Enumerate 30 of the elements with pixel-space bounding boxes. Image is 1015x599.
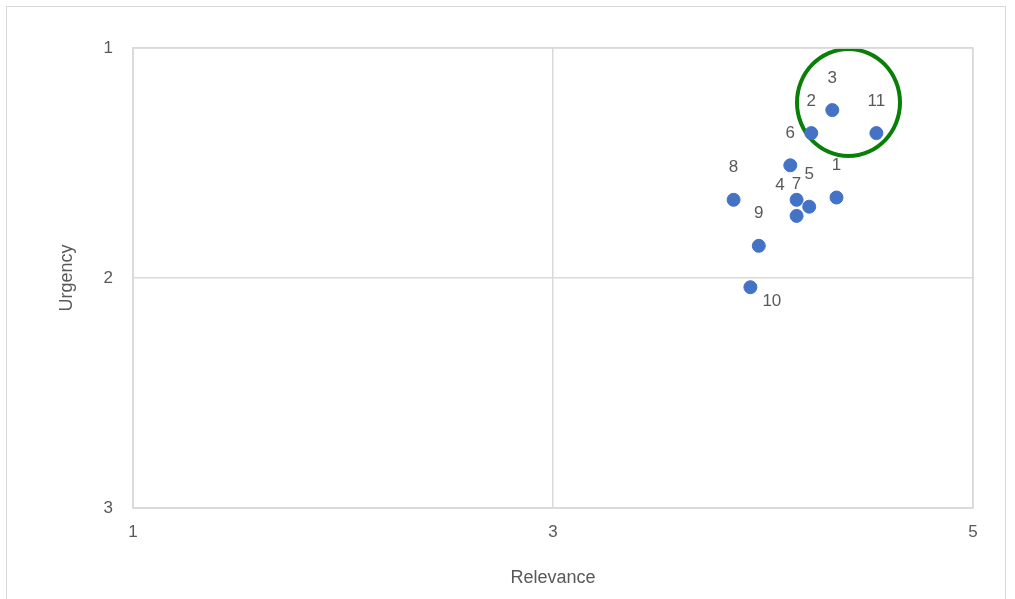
- point: [869, 126, 884, 141]
- annotation: 1: [831, 155, 842, 175]
- annotation: 7: [791, 173, 802, 193]
- annotation: 6: [785, 122, 796, 142]
- x-tick-label: 1: [128, 521, 138, 541]
- x-tick-label: 3: [548, 521, 558, 541]
- x-axis-title: Relevance: [510, 567, 596, 588]
- y-tick-label: 1: [103, 37, 113, 57]
- annotation: 10: [762, 290, 782, 310]
- annotation: 4: [775, 175, 785, 195]
- point: [743, 280, 758, 295]
- x-tick-label: 5: [968, 521, 978, 541]
- annotation: 2: [806, 90, 817, 110]
- point: [802, 199, 817, 214]
- annotation: 11: [867, 90, 886, 110]
- y-axis-title: Urgency: [55, 244, 76, 312]
- annotation: 3: [827, 67, 838, 87]
- point: [825, 103, 840, 118]
- y-tick-label: 3: [103, 497, 113, 517]
- point: [726, 192, 741, 207]
- point: [804, 126, 819, 141]
- point: [829, 190, 844, 205]
- point: [751, 238, 766, 253]
- annotation: 9: [754, 203, 764, 223]
- y-tick-label: 2: [103, 267, 113, 287]
- point: [789, 192, 804, 207]
- point: [783, 158, 798, 173]
- annotation: 5: [804, 164, 814, 184]
- annotation: 8: [728, 157, 739, 177]
- point: [789, 208, 804, 223]
